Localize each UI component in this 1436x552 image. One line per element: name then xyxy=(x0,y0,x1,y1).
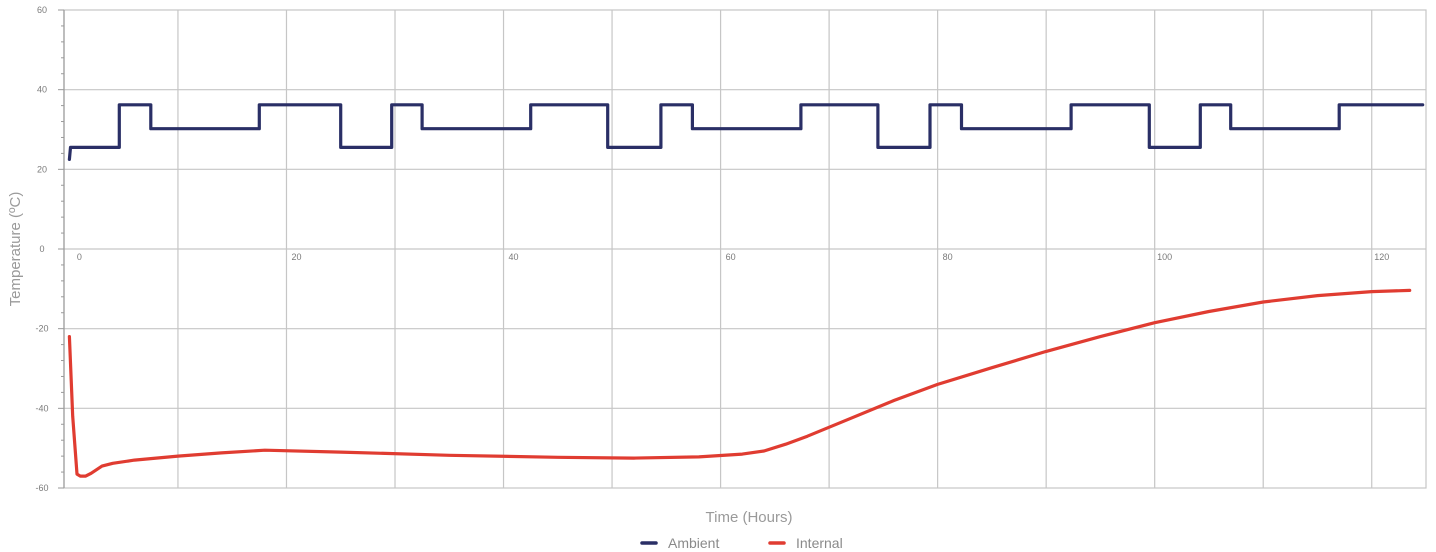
x-tick-label: 100 xyxy=(1157,252,1172,262)
y-tick-label: 0 xyxy=(39,244,44,254)
series-line-internal xyxy=(67,288,1412,478)
y-tick-label: -40 xyxy=(35,403,48,413)
y-tick-label: 60 xyxy=(37,5,47,15)
legend-label-internal: Internal xyxy=(796,535,843,551)
x-tick-label: 0 xyxy=(77,252,82,262)
x-tick-label: 80 xyxy=(943,252,953,262)
y-tick-label: 40 xyxy=(37,85,47,95)
y-tick-label: 20 xyxy=(37,164,47,174)
series-line-ambient xyxy=(67,103,1425,161)
series-lines xyxy=(67,103,1425,478)
legend-label-ambient: Ambient xyxy=(668,535,719,551)
x-tick-label: 40 xyxy=(509,252,519,262)
x-tick-label: 20 xyxy=(291,252,301,262)
grid xyxy=(58,9,1427,489)
y-tick-label: -20 xyxy=(35,324,48,334)
tick-labels: -60 -40 -20 0 20 40 60 0 20 40 60 80 100 120 xyxy=(35,5,1389,493)
legend: Ambient Internal xyxy=(640,535,843,551)
x-axis-title: Time (Hours) xyxy=(706,509,793,526)
y-tick-label: -60 xyxy=(35,483,48,493)
y-axis-title: Temperature (ºC) xyxy=(7,192,24,307)
x-tick-label: 60 xyxy=(726,252,736,262)
x-tick-label: 120 xyxy=(1374,252,1389,262)
